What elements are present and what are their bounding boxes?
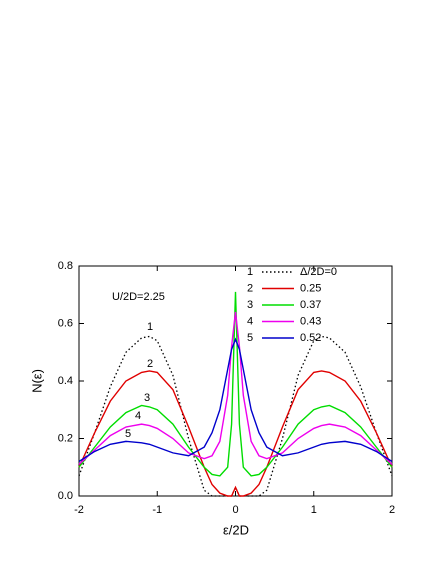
x-tick-label: -2: [74, 504, 84, 516]
y-axis-title: N(ε): [29, 369, 44, 393]
x-tick-label: -1: [152, 504, 162, 516]
curve-label: 2: [147, 358, 153, 370]
curve-label: 3: [144, 392, 150, 404]
y-tick-label: 0.4: [58, 375, 73, 387]
series-line: [78, 335, 393, 497]
annotation: U/2D=2.25: [112, 291, 165, 303]
legend-id: 5: [247, 332, 253, 344]
y-tick-label: 0.8: [58, 260, 73, 272]
curve-label: 5: [125, 428, 131, 440]
y-tick-label: 0.2: [58, 432, 73, 444]
legend-id: 1: [247, 266, 253, 278]
legend-label: 0.43: [300, 315, 321, 327]
legend-id: 3: [247, 299, 253, 311]
legend-label: 0.25: [300, 282, 321, 294]
curve-label: 4: [135, 410, 141, 422]
y-tick-label: 0.6: [58, 317, 73, 329]
series-line: [78, 311, 393, 465]
series-line: [78, 370, 393, 497]
series-line: [78, 337, 393, 463]
legend-id: 2: [247, 282, 253, 294]
legend-label: 0.52: [300, 332, 321, 344]
legend-label: Δ/2D=0: [300, 266, 337, 278]
legend-id: 4: [247, 315, 253, 327]
y-tick-label: 0.0: [58, 490, 73, 502]
x-tick-label: 1: [311, 504, 317, 516]
x-tick-label: 0: [232, 504, 238, 516]
legend-label: 0.37: [300, 299, 321, 311]
curve-label: 1: [147, 321, 153, 333]
x-axis-title: ε/2D: [223, 522, 249, 537]
series-line: [78, 291, 393, 477]
x-tick-label: 2: [389, 504, 395, 516]
